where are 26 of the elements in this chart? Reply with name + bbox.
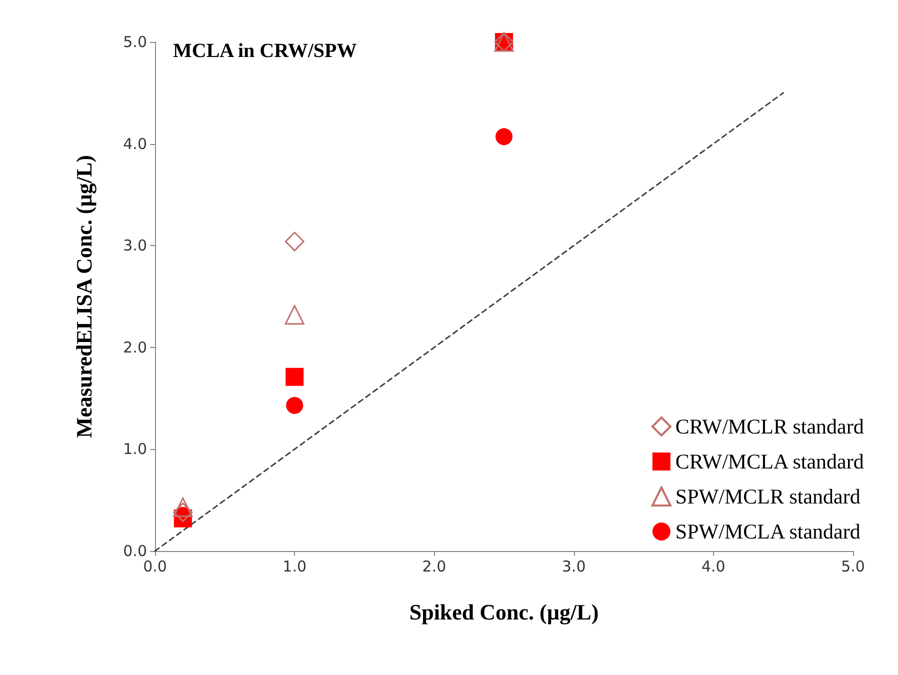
point (286, 368, 304, 386)
x-tick-label: 5.0 (841, 558, 865, 576)
y-tick-label: 0.0 (123, 542, 147, 560)
point (173, 502, 193, 522)
y-tick-label: 3.0 (123, 236, 147, 255)
x-axis-title: Spiked Conc. (µg/L) (409, 600, 599, 624)
point (173, 497, 193, 517)
legend-label: CRW/MCLA standard (675, 450, 864, 474)
legend-label: CRW/MCLR standard (675, 414, 864, 438)
point (284, 232, 304, 252)
y-tick-label: 2.0 (123, 338, 147, 356)
y-axis-title: MeasuredELISA Conc. (µg/L) (72, 154, 96, 438)
x-tick-label: 0.0 (143, 558, 167, 576)
legend-label: SPW/MCLA standard (675, 520, 861, 544)
y-tick-label: 4.0 (123, 134, 147, 153)
point (286, 396, 304, 414)
point (284, 305, 304, 325)
point (496, 128, 512, 146)
x-tick-label: 3.0 (562, 558, 586, 576)
y-tick-label: 1.0 (123, 440, 147, 458)
y-tick-label: 5.0 (123, 33, 147, 51)
x-tick-label: 1.0 (282, 558, 307, 576)
legend-label: SPW/MCLR standard (675, 484, 861, 508)
x-tick-label: 2.0 (422, 558, 446, 576)
x-tick-label: 4.0 (701, 558, 726, 576)
chart-title: MCLA in CRW/SPW (173, 40, 357, 62)
